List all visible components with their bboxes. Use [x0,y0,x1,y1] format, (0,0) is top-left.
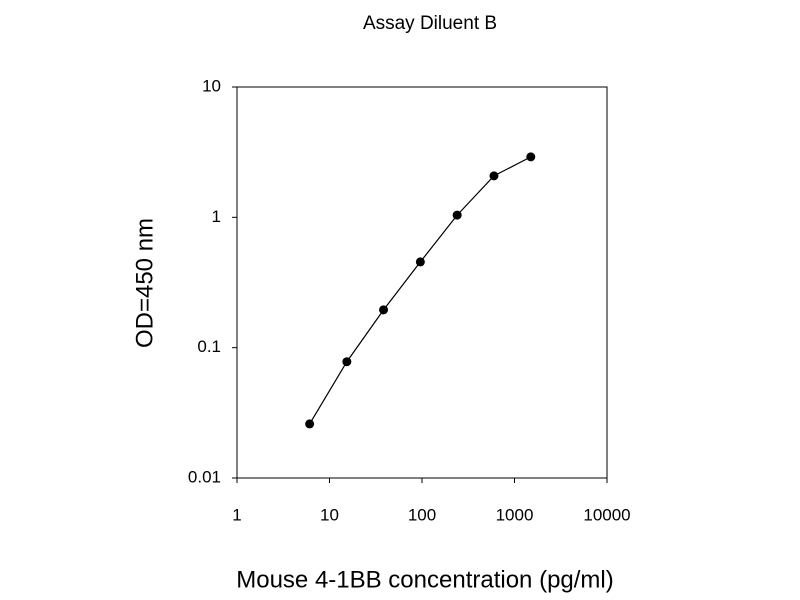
data-point [342,357,352,367]
chart-title: Assay Diluent B [363,13,497,34]
data-point [526,152,536,162]
data-point [415,257,425,267]
y-tick-label: 0.1 [197,337,221,356]
y-tick-label: 0.01 [188,467,221,486]
y-tick-label: 1 [212,207,221,226]
x-tick-label: 1000 [496,505,534,524]
data-point [489,171,499,181]
x-tick-label: 10 [320,505,339,524]
data-point [379,305,389,315]
x-tick-label: 100 [408,505,436,524]
y-tick-label: 10 [202,76,221,95]
x-tick-label: 1 [232,505,241,524]
data-line [309,156,532,425]
plot-frame [236,86,608,479]
y-axis-label: OD=450 nm [131,218,158,348]
x-tick-label: 10000 [583,505,630,524]
x-axis-label: Mouse 4-1BB concentration (pg/ml) [236,566,614,593]
data-point [305,419,315,429]
data-point [452,210,462,220]
